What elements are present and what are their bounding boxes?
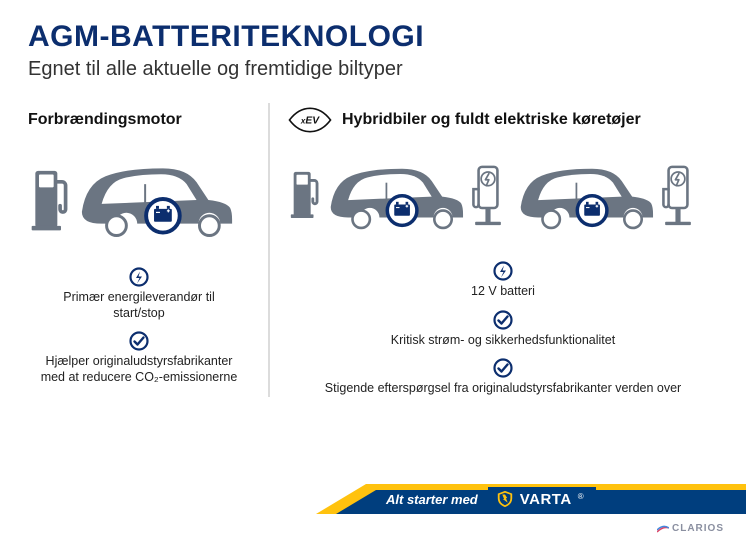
column-heading-left: Forbrændingsmotor [28, 103, 250, 137]
svg-text:xEV: xEV [300, 116, 320, 127]
column-heading-right: xEV Hybridbiler og fuldt elektriske køre… [288, 103, 718, 137]
varta-wordmark: VARTA [520, 491, 572, 508]
bullet-text: Hjælper originaludstyrsfabrikanter med a… [39, 354, 239, 385]
illustration-combustion [28, 151, 250, 243]
varta-shield-icon [496, 490, 514, 508]
clarios-swoosh-icon [657, 524, 669, 534]
clarios-mark: CLARIOS [657, 523, 724, 534]
illustration-ev [288, 151, 718, 237]
bolt-icon [129, 267, 149, 287]
charger-icon [660, 155, 696, 237]
bullet-item: Kritisk strøm- og sikkerhedsfunktionalit… [391, 310, 615, 349]
heading-combustion: Forbrændingsmotor [28, 111, 182, 129]
infographic-page: AGM-BATTERITEKNOLOGI Egnet til alle aktu… [0, 0, 746, 540]
footer-brand-bar: Alt starter med VARTA ® [316, 484, 746, 514]
fuel-pump-icon [288, 155, 322, 237]
varta-logo: VARTA ® [488, 487, 596, 511]
car-icon [512, 151, 660, 237]
bullet-item: 12 V batteri [471, 261, 535, 300]
bullet-text: 12 V batteri [471, 284, 535, 300]
column-ev: xEV Hybridbiler og fuldt elektriske køre… [270, 103, 718, 397]
bullets-left: Primær energileverandør til start/stop H… [28, 261, 250, 386]
check-icon [129, 331, 149, 351]
bullet-item: Primær energileverandør til start/stop [49, 267, 229, 321]
car-icon [72, 151, 240, 243]
bullet-item: Stigende efterspørgsel fra originaludsty… [325, 358, 681, 397]
page-subtitle: Egnet til alle aktuelle og fremtidige bi… [28, 58, 718, 81]
registered-mark: ® [578, 492, 584, 501]
car-icon [322, 151, 470, 237]
fuel-pump-icon [28, 161, 72, 243]
heading-ev: Hybridbiler og fuldt elektriske køretøje… [342, 111, 641, 129]
column-combustion: Forbrændingsmotor Primær energileverandø… [28, 103, 268, 397]
footer-tagline: Alt starter med [316, 492, 478, 507]
bullet-text: Primær energileverandør til start/stop [49, 290, 229, 321]
check-icon [493, 310, 513, 330]
bullet-text: Kritisk strøm- og sikkerhedsfunktionalit… [391, 333, 615, 349]
page-title: AGM-BATTERITEKNOLOGI [28, 20, 718, 54]
clarios-text: CLARIOS [672, 523, 724, 534]
bullet-text: Stigende efterspørgsel fra originaludsty… [325, 381, 681, 397]
xev-badge-icon: xEV [288, 106, 332, 134]
bullet-item: Hjælper originaludstyrsfabrikanter med a… [39, 331, 239, 385]
charger-icon [470, 155, 506, 237]
bolt-icon [493, 261, 513, 281]
check-icon [493, 358, 513, 378]
columns: Forbrændingsmotor Primær energileverandø… [28, 103, 718, 397]
bullets-right: 12 V batteri Kritisk strøm- og sikkerhed… [288, 255, 718, 397]
